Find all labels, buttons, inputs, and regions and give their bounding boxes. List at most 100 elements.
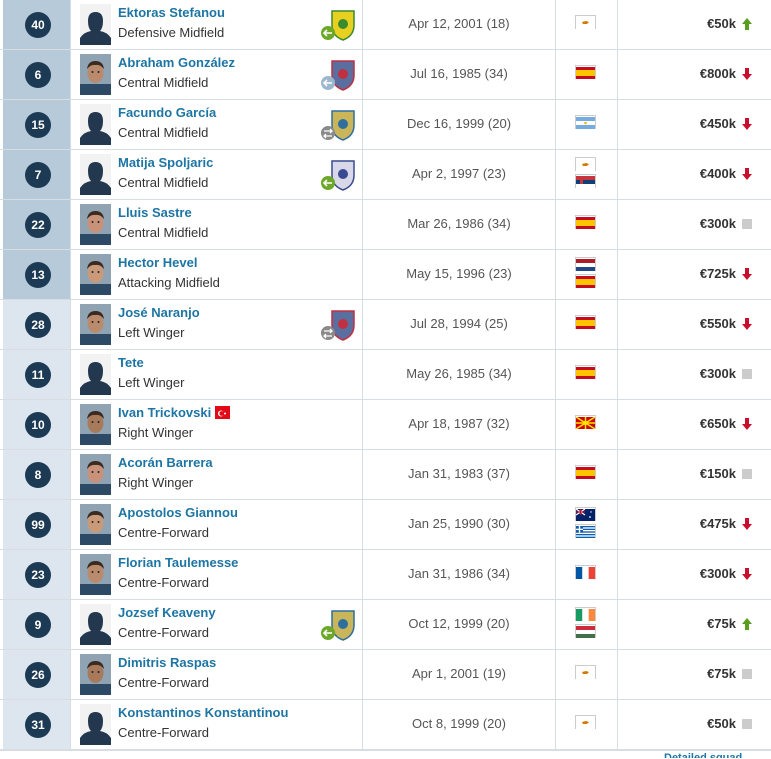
- shirt-number-cell: 22: [3, 200, 70, 249]
- club-crest-icon[interactable]: [320, 309, 356, 341]
- shirt-number-badge: 8: [25, 462, 51, 488]
- date-of-birth: Dec 16, 1999 (20): [406, 116, 512, 131]
- market-value-link[interactable]: €50k: [707, 16, 736, 31]
- player-name-link[interactable]: Matija Spoljaric: [118, 155, 214, 170]
- column-divider: [555, 100, 556, 149]
- column-divider: [617, 350, 618, 399]
- player-photo[interactable]: [80, 554, 111, 595]
- player-placeholder-icon[interactable]: [80, 104, 111, 145]
- shirt-number-cell: 10: [3, 400, 70, 449]
- no-change-icon: [741, 467, 753, 481]
- table-row: 31 Konstantinos Konstantinou Centre-Forwar…: [0, 700, 771, 750]
- column-divider: [70, 200, 71, 249]
- column-divider: [362, 500, 363, 549]
- column-divider: [617, 50, 618, 99]
- column-divider: [362, 200, 363, 249]
- shirt-number-badge: 31: [25, 712, 51, 738]
- column-divider: [555, 300, 556, 349]
- player-name-link[interactable]: Jozsef Keaveny: [118, 605, 216, 620]
- player-placeholder-icon[interactable]: [80, 354, 111, 395]
- nationality-cell: [556, 700, 616, 749]
- player-name-link[interactable]: José Naranjo: [118, 305, 200, 320]
- table-footer: [0, 750, 771, 759]
- player-photo[interactable]: [80, 304, 111, 345]
- column-divider: [555, 550, 556, 599]
- player-position: Centre-Forward: [118, 625, 210, 640]
- player-name-link[interactable]: Acorán Barrera: [118, 455, 213, 470]
- shirt-number-badge: 6: [25, 62, 51, 88]
- date-of-birth: Oct 12, 1999 (20): [408, 616, 510, 631]
- player-photo[interactable]: [80, 454, 111, 495]
- arrow-down-icon: [741, 167, 753, 181]
- shirt-number-cell: 23: [3, 550, 70, 599]
- market-value-link[interactable]: €75k: [707, 616, 736, 631]
- club-crest-icon[interactable]: [320, 59, 356, 91]
- player-placeholder-icon[interactable]: [80, 704, 111, 745]
- player-photo[interactable]: [80, 204, 111, 245]
- nationality-cell: [556, 300, 616, 349]
- market-value-link[interactable]: €150k: [699, 466, 736, 481]
- player-name-link[interactable]: Hector Hevel: [118, 255, 198, 270]
- date-of-birth: Apr 18, 1987 (32): [408, 416, 510, 431]
- player-name-link[interactable]: Dimitris Raspas: [118, 655, 217, 670]
- nationality-cell: [556, 50, 616, 99]
- nationality-cell: [556, 600, 616, 649]
- shirt-number-cell: 28: [3, 300, 70, 349]
- shirt-number-badge: 13: [25, 262, 51, 288]
- player-name-link[interactable]: Abraham González: [118, 55, 236, 70]
- column-divider: [362, 250, 363, 299]
- date-of-birth: Jul 16, 1985 (34): [410, 66, 508, 81]
- date-of-birth: Apr 12, 2001 (18): [408, 16, 510, 31]
- market-value-link[interactable]: €800k: [699, 66, 736, 81]
- player-photo[interactable]: [80, 404, 111, 445]
- player-photo[interactable]: [80, 504, 111, 545]
- column-divider: [70, 450, 71, 499]
- column-divider: [555, 700, 556, 749]
- date-of-birth: Apr 2, 1997 (23): [412, 166, 506, 181]
- player-photo[interactable]: [80, 54, 111, 95]
- column-divider: [555, 250, 556, 299]
- market-value-link[interactable]: €450k: [699, 116, 736, 131]
- table-row: 23 Florian Taulemesse Centre-Forward Jan 31…: [0, 550, 771, 600]
- flag-hungary-icon: [576, 625, 595, 638]
- player-placeholder-icon[interactable]: [80, 4, 111, 45]
- player-name-link[interactable]: Tete: [118, 355, 144, 370]
- detailed-squad-link[interactable]: Detailed squad: [664, 752, 743, 758]
- flag-spain-icon: [576, 216, 595, 229]
- market-value-link[interactable]: €50k: [707, 716, 736, 731]
- market-value-link[interactable]: €75k: [707, 666, 736, 681]
- market-value-link[interactable]: €300k: [699, 566, 736, 581]
- date-of-birth: Mar 26, 1986 (34): [407, 216, 511, 231]
- club-crest-icon[interactable]: [320, 9, 356, 41]
- column-divider: [617, 0, 618, 49]
- player-position: Defensive Midfield: [118, 25, 225, 40]
- player-position: Central Midfield: [118, 75, 209, 90]
- player-name-link[interactable]: Lluis Sastre: [118, 205, 192, 220]
- column-divider: [70, 250, 71, 299]
- club-crest-icon[interactable]: [320, 609, 356, 641]
- player-placeholder-icon[interactable]: [80, 154, 111, 195]
- market-value-link[interactable]: €400k: [699, 166, 736, 181]
- player-photo[interactable]: [80, 254, 111, 295]
- market-value-link[interactable]: €550k: [699, 316, 736, 331]
- date-of-birth: Jan 31, 1983 (37): [408, 466, 510, 481]
- market-value-link[interactable]: €650k: [699, 416, 736, 431]
- player-placeholder-icon[interactable]: [80, 604, 111, 645]
- player-name-link[interactable]: Apostolos Giannou: [118, 505, 238, 520]
- nationality-cell: [556, 150, 616, 199]
- player-photo[interactable]: [80, 654, 111, 695]
- date-of-birth: May 26, 1985 (34): [406, 366, 512, 381]
- market-value-link[interactable]: €725k: [699, 266, 736, 281]
- market-value-link[interactable]: €300k: [699, 216, 736, 231]
- player-name-link[interactable]: Ivan Trickovski: [118, 405, 212, 420]
- player-name-link[interactable]: Konstantinos Konstantinou: [118, 705, 289, 720]
- player-name-link[interactable]: Florian Taulemesse: [118, 555, 239, 570]
- club-crest-icon[interactable]: [320, 159, 356, 191]
- column-divider: [362, 350, 363, 399]
- player-name-link[interactable]: Facundo García: [118, 105, 217, 120]
- column-divider: [362, 400, 363, 449]
- club-crest-icon[interactable]: [320, 109, 356, 141]
- market-value-link[interactable]: €475k: [699, 516, 736, 531]
- player-name-link[interactable]: Ektoras Stefanou: [118, 5, 225, 20]
- market-value-link[interactable]: €300k: [699, 366, 736, 381]
